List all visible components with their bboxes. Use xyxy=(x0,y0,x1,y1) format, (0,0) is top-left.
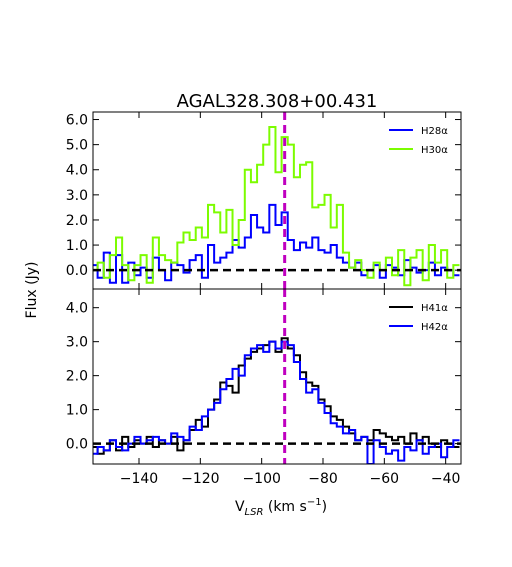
lower-panel: 0.0 1.0 2.0 3.0 4.0 H41α H42α xyxy=(66,288,462,465)
legend-label-1: H28α xyxy=(421,126,448,137)
y-tick-label: 1.0 xyxy=(66,403,88,419)
y-tick-label: 3.0 xyxy=(66,335,88,351)
y-tick-label: 0.0 xyxy=(66,263,88,279)
x-tick-label: −120 xyxy=(181,471,219,487)
x-tick-label: −40 xyxy=(431,471,461,487)
legend-label-2: H30α xyxy=(421,145,448,156)
x-axis-label: VLSR (km s−1) xyxy=(235,497,327,518)
x-tick-label: −100 xyxy=(242,471,280,487)
x-tick-label: −80 xyxy=(308,471,338,487)
x-axis-label-sub: LSR xyxy=(245,507,264,518)
x-axis-label-close: ) xyxy=(322,499,327,515)
y-tick-label: 4.0 xyxy=(66,301,88,317)
x-tick-label: −60 xyxy=(370,471,400,487)
legend-label-1: H41α xyxy=(421,303,448,314)
x-axis-label-unit: (km s xyxy=(263,499,306,515)
y-tick-label: 0.0 xyxy=(66,437,88,453)
y-tick-label: 2.0 xyxy=(66,369,88,385)
plot-area xyxy=(93,289,461,464)
series-line-2 xyxy=(93,340,460,464)
x-axis-label-sup: −1 xyxy=(307,497,322,508)
y-tick-label: 2.0 xyxy=(66,213,88,229)
axes-frame xyxy=(92,111,462,290)
y-tick-label: 6.0 xyxy=(66,113,88,129)
y-tick-label: 1.0 xyxy=(66,238,88,254)
upper-panel: 0.0 1.0 2.0 3.0 4.0 5.0 6.0 H28α H30α xyxy=(66,111,462,290)
x-axis-label-base: V xyxy=(235,499,245,515)
y-axis-label: Flux (Jy) xyxy=(24,262,40,319)
axes-frame xyxy=(92,288,462,465)
x-tick-label: −140 xyxy=(120,471,158,487)
y-tick-label: 5.0 xyxy=(66,138,88,154)
y-tick-label: 3.0 xyxy=(66,188,88,204)
series-line-1 xyxy=(93,337,460,455)
chart-title: AGAL328.308+00.431 xyxy=(177,91,378,112)
legend-label-2: H42α xyxy=(421,322,448,333)
plot-area xyxy=(93,112,461,289)
y-tick-label: 4.0 xyxy=(66,163,88,179)
